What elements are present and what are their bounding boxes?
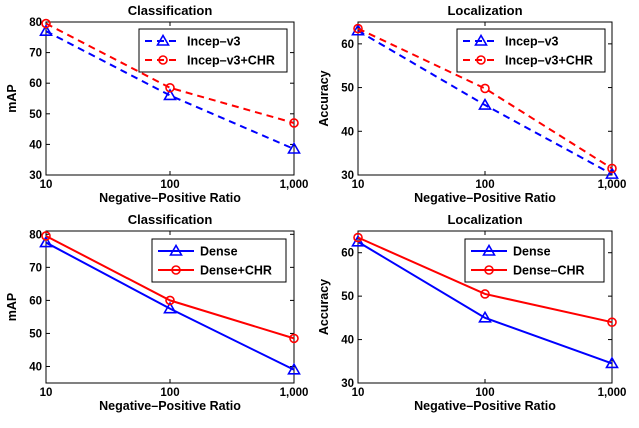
chart-panel-3: Classification 10 100 1,000 40 50 60 70 80 Negati… — [5, 212, 308, 413]
data-point-marker — [478, 97, 492, 110]
x-axis-label: Negative–Positive Ratio — [99, 191, 241, 205]
legend: Dense Dense–CHR — [464, 238, 605, 283]
legend-label: Dense — [200, 245, 238, 259]
y-tick-label: 30 — [29, 170, 42, 182]
x-axis-label: Negative–Positive Ratio — [99, 399, 241, 413]
y-axis-label: Accuracy — [317, 70, 331, 126]
legend-marker — [476, 55, 486, 65]
data-point-marker — [478, 310, 492, 323]
data-point-marker — [289, 333, 299, 344]
x-tick-label: 1,000 — [598, 179, 627, 191]
x-tick-label: 1,000 — [280, 387, 309, 399]
x-tick-label: 10 — [40, 387, 53, 399]
y-tick-label: 50 — [29, 109, 42, 121]
y-tick-label: 30 — [341, 378, 354, 390]
y-tick-label: 40 — [341, 335, 354, 347]
data-point-marker — [605, 356, 619, 369]
legend-marker — [171, 265, 181, 275]
chart-title: Localization — [447, 3, 522, 18]
y-axis-label: mAP — [5, 84, 19, 112]
data-point-marker — [165, 82, 175, 93]
x-tick-label: 10 — [40, 179, 53, 191]
legend-box — [151, 238, 287, 283]
data-point-marker — [39, 24, 53, 36]
y-tick-label: 30 — [341, 170, 354, 182]
data-point-marker — [480, 83, 490, 94]
data-point-marker — [287, 362, 301, 375]
series-line-2 — [357, 27, 613, 170]
chart-panel-2: Localization 10 100 1,000 30 40 50 60 Negative–P… — [317, 3, 626, 205]
series-line-2 — [45, 235, 295, 340]
y-tick-label: 50 — [29, 328, 42, 340]
data-point-marker — [353, 23, 363, 34]
legend-marker — [474, 33, 488, 46]
y-tick-label: 40 — [29, 361, 42, 373]
data-point-marker — [163, 88, 177, 101]
chart-panel-1: Classification 10 100 1,000 30 40 50 60 70 80 Nega… — [5, 3, 308, 205]
chart-title: Classification — [128, 3, 213, 18]
data-point-marker — [289, 118, 299, 128]
y-tick-label: 60 — [341, 248, 354, 260]
x-tick-label: 1,000 — [598, 387, 627, 399]
x-tick-label: 100 — [160, 179, 179, 191]
legend-label: Incep–v3+CHR — [187, 54, 275, 68]
data-point-marker — [41, 18, 51, 29]
y-tick-label: 50 — [341, 83, 354, 95]
series-line-1 — [45, 241, 295, 371]
data-point-marker — [607, 163, 617, 174]
chart-title: Localization — [447, 212, 522, 227]
legend: Incep–v3 Incep–v3+CHR — [456, 28, 606, 73]
data-point-marker — [480, 289, 490, 299]
legend-label: Incep–v3+CHR — [505, 54, 593, 68]
series-line-2 — [357, 236, 613, 324]
y-tick-label: 50 — [341, 291, 354, 303]
legend: Incep–v3 Incep–v3+CHR — [138, 28, 288, 73]
data-point-marker — [353, 232, 363, 243]
data-point-marker — [607, 317, 617, 328]
legend-marker — [484, 265, 494, 275]
legend-marker — [482, 243, 496, 256]
legend-label: Incep–v3 — [505, 35, 559, 49]
x-tick-label: 100 — [475, 179, 494, 191]
y-tick-label: 70 — [29, 262, 42, 274]
y-tick-label: 80 — [29, 229, 42, 241]
x-tick-label: 10 — [352, 387, 365, 399]
data-point-marker — [163, 301, 177, 314]
legend: Dense Dense+CHR — [151, 238, 287, 283]
series-line-1 — [357, 240, 613, 365]
x-tick-label: 10 — [352, 179, 365, 191]
chart-panel-4: Localization 10 100 1,000 30 40 50 60 Negative–P… — [317, 212, 626, 413]
legend-label: Dense — [513, 245, 551, 259]
series-line-1 — [45, 30, 295, 150]
legend-marker — [158, 55, 168, 65]
data-point-marker — [41, 231, 51, 241]
y-tick-label: 40 — [341, 126, 354, 138]
data-point-marker — [605, 167, 619, 179]
y-tick-label: 60 — [29, 78, 42, 90]
y-axis-label: mAP — [5, 293, 19, 321]
x-axis-label: Negative–Positive Ratio — [414, 399, 556, 413]
x-axis-label: Negative–Positive Ratio — [414, 191, 556, 205]
legend-marker — [169, 243, 183, 256]
legend-label: Incep–v3 — [187, 35, 241, 49]
data-point-marker — [287, 141, 301, 154]
y-tick-label: 70 — [29, 48, 42, 60]
y-tick-label: 80 — [29, 17, 42, 29]
legend-marker — [156, 33, 170, 46]
x-tick-label: 1,000 — [280, 179, 309, 191]
x-tick-label: 100 — [475, 387, 494, 399]
y-axis-label: Accuracy — [317, 279, 331, 335]
y-tick-label: 60 — [29, 295, 42, 307]
chart-title: Classification — [128, 212, 213, 227]
x-tick-label: 100 — [160, 387, 179, 399]
legend-label: Dense+CHR — [200, 264, 272, 278]
y-tick-label: 60 — [341, 39, 354, 51]
legend-label: Dense–CHR — [513, 264, 585, 278]
series-line-1 — [357, 29, 613, 176]
data-point-marker — [165, 295, 175, 306]
y-tick-label: 40 — [29, 139, 42, 151]
data-point-marker — [39, 235, 53, 248]
